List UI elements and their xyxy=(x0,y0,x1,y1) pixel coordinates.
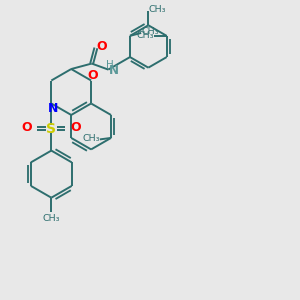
Text: O: O xyxy=(22,121,32,134)
Text: S: S xyxy=(46,122,56,136)
Text: CH₃: CH₃ xyxy=(141,27,159,36)
Text: H: H xyxy=(106,60,114,70)
Text: CH₃: CH₃ xyxy=(137,32,154,40)
Text: CH₃: CH₃ xyxy=(82,134,100,143)
Text: O: O xyxy=(70,121,81,134)
Text: N: N xyxy=(48,102,58,115)
Text: CH₃: CH₃ xyxy=(148,5,166,14)
Text: O: O xyxy=(87,69,98,82)
Text: N: N xyxy=(109,64,119,77)
Text: CH₃: CH₃ xyxy=(43,214,60,223)
Text: O: O xyxy=(96,40,106,53)
